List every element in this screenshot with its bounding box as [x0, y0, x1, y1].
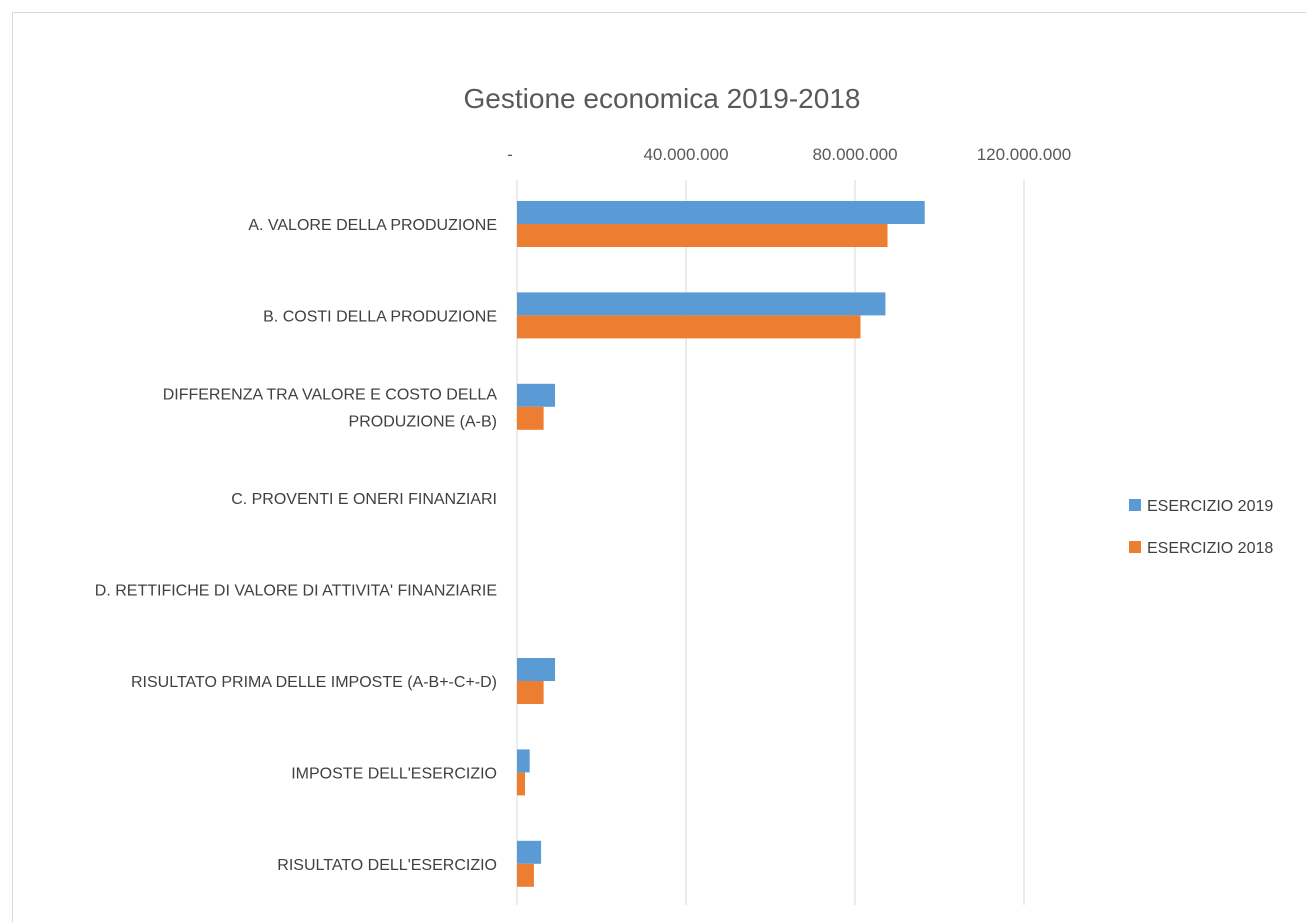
bar-2019-5 [517, 658, 556, 681]
category-label: PRODUZIONE (A-B) [349, 413, 497, 430]
x-tick-label: 40.000.000 [643, 145, 728, 164]
category-label: IMPOSTE DELL'ESERCIZIO [291, 765, 497, 782]
bar-2019-2 [517, 383, 556, 407]
chart-title: Gestione economica 2019-2018 [464, 83, 861, 114]
category-label: A. VALORE DELLA PRODUZIONE [248, 217, 497, 234]
bar-2018-2 [517, 406, 544, 430]
category-label: C. PROVENTI E ONERI FINANZIARI [231, 491, 497, 508]
bar-2018-7 [517, 863, 534, 887]
bar-2019-7 [517, 840, 542, 864]
x-tick-label: 80.000.000 [812, 145, 897, 164]
legend-swatch-2018 [1129, 541, 1141, 553]
bar-2018-1 [517, 315, 861, 339]
bar-2019-6 [517, 749, 530, 773]
legend-label-2019: ESERCIZIO 2019 [1147, 498, 1273, 515]
bar-2018-0 [517, 224, 888, 247]
category-label: D. RETTIFICHE DI VALORE DI ATTIVITA' FIN… [95, 583, 497, 600]
chart-frame [12, 12, 1306, 922]
category-label: B. COSTI DELLA PRODUZIONE [263, 308, 497, 325]
bar-2019-1 [517, 292, 886, 316]
x-tick-label: - [507, 145, 513, 164]
gridlines [516, 180, 1025, 905]
legend-swatch-2019 [1129, 499, 1141, 511]
category-label: RISULTATO PRIMA DELLE IMPOSTE (A-B+-C+-D… [131, 674, 497, 691]
x-tick-label: 120.000.000 [977, 145, 1072, 164]
legend-label-2018: ESERCIZIO 2018 [1147, 540, 1273, 557]
category-label: DIFFERENZA TRA VALORE E COSTO DELLA [163, 386, 498, 403]
bar-2018-5 [517, 681, 544, 704]
bar-2018-6 [517, 772, 526, 796]
legend: ESERCIZIO 2019 ESERCIZIO 2018 [1129, 498, 1273, 557]
bars [517, 201, 925, 887]
category-labels: A. VALORE DELLA PRODUZIONE B. COSTI DELLA… [95, 217, 498, 874]
x-axis-ticks: - 40.000.000 80.000.000 120.000.000 [507, 145, 1071, 164]
category-label: RISULTATO DELL'ESERCIZIO [277, 857, 497, 874]
bar-2019-0 [517, 201, 925, 224]
